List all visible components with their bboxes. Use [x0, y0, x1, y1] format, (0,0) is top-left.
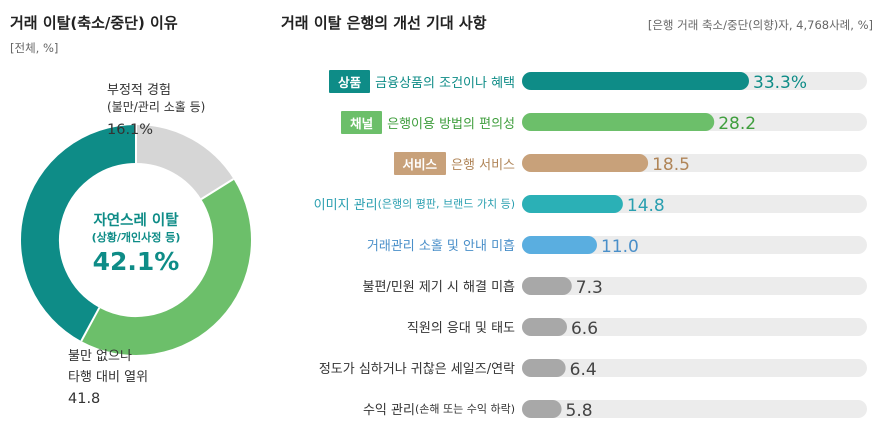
left-chart-subtitle: [전체, %]	[10, 41, 59, 55]
bar-label: 은행 서비스	[451, 158, 515, 173]
bar	[522, 72, 749, 90]
bar-track	[522, 400, 867, 418]
bar-category: 직원의 응대 및 태도	[407, 316, 515, 336]
bar	[522, 318, 567, 336]
bar-value-label: 28.2	[718, 114, 756, 134]
bar-tag: 서비스	[393, 152, 447, 175]
bar-label: 거래관리 소홀 및 안내 미흡	[366, 239, 515, 254]
bar-label: 직원의 응대 및 태도	[406, 321, 515, 336]
bar-tag: 상품	[329, 70, 371, 93]
bar-category: 서비스 은행 서비스	[393, 152, 515, 175]
bar-track	[522, 277, 867, 295]
bar-category: 이미지 관리(은행의 평판, 브랜드 가치 등)	[313, 193, 515, 214]
left-chart-title: 거래 이탈(축소/중단) 이유	[10, 14, 178, 32]
bar-label: 은행이용 방법의 편의성	[387, 117, 515, 132]
bar-value-label: 14.8	[627, 196, 665, 216]
bar-label-note: (은행의 평판, 브랜드 가치 등)	[377, 197, 515, 211]
seg-negative-sublabel: (불만/관리 소홀 등)	[107, 100, 206, 114]
bar	[522, 113, 715, 131]
bar-value-label: 6.4	[570, 360, 597, 380]
bar-track	[522, 318, 867, 336]
bar-value-label: 33.3%	[753, 73, 807, 93]
bar	[522, 154, 649, 172]
donut-center-value: 42.1%	[92, 247, 180, 276]
bar	[522, 277, 572, 295]
bar-category: 정도가 심하거나 귀찮은 세일즈/연락	[319, 357, 515, 377]
bar	[522, 195, 623, 213]
bar-value-label: 18.5	[652, 155, 690, 175]
bar-value-label: 11.0	[601, 237, 639, 257]
bar-category: 채널 은행이용 방법의 편의성	[341, 111, 515, 134]
bar-value-label: 6.6	[571, 319, 598, 339]
donut-slice-2	[81, 179, 251, 355]
bar-label: 수익 관리	[362, 403, 415, 418]
seg-relative-label: 불만 없으나	[68, 349, 132, 364]
donut-separator	[200, 178, 235, 200]
bar-value-label: 7.3	[576, 278, 603, 298]
donut-slice-1	[135, 125, 234, 200]
donut-slice-0	[21, 125, 137, 342]
seg-negative-value: 16.1%	[107, 122, 154, 138]
donut-separator	[80, 307, 101, 342]
bar-track	[522, 236, 867, 254]
bar	[522, 400, 562, 418]
bar-value-label: 5.8	[566, 401, 593, 421]
bar	[522, 359, 566, 377]
bar-label: 금융상품의 조건이나 혜택	[375, 76, 515, 91]
seg-relative-sublabel: 타행 대비 열위	[68, 370, 149, 385]
seg-negative-label: 부정적 경험	[107, 83, 171, 98]
bar-category: 거래관리 소홀 및 안내 미흡	[367, 234, 515, 254]
seg-relative-value: 41.8	[68, 391, 101, 407]
donut-center-sublabel: (상황/개인사정 등)	[91, 231, 181, 244]
bar-category: 불편/민원 제기 시 해결 미흡	[363, 275, 515, 295]
bar-track	[522, 359, 867, 377]
right-chart-title: 거래 이탈 은행의 개선 기대 사항	[281, 14, 487, 32]
bar-category: 상품 금융상품의 조건이나 혜택	[329, 70, 515, 93]
bar-label-note: (손해 또는 수익 하락)	[414, 402, 515, 416]
bar	[522, 236, 597, 254]
right-chart-subtitle: [은행 거래 축소/중단(의향)자, 4,768사례, %]	[647, 18, 873, 32]
bar-label: 이미지 관리	[313, 198, 378, 213]
donut-center-label: 자연스레 이탈	[93, 213, 179, 229]
bar-category: 수익 관리(손해 또는 수익 하락)	[362, 398, 515, 419]
bar-tag: 채널	[341, 111, 383, 134]
bar-label: 정도가 심하거나 귀찮은 세일즈/연락	[318, 362, 515, 377]
bar-label: 불편/민원 제기 시 해결 미흡	[362, 280, 515, 295]
